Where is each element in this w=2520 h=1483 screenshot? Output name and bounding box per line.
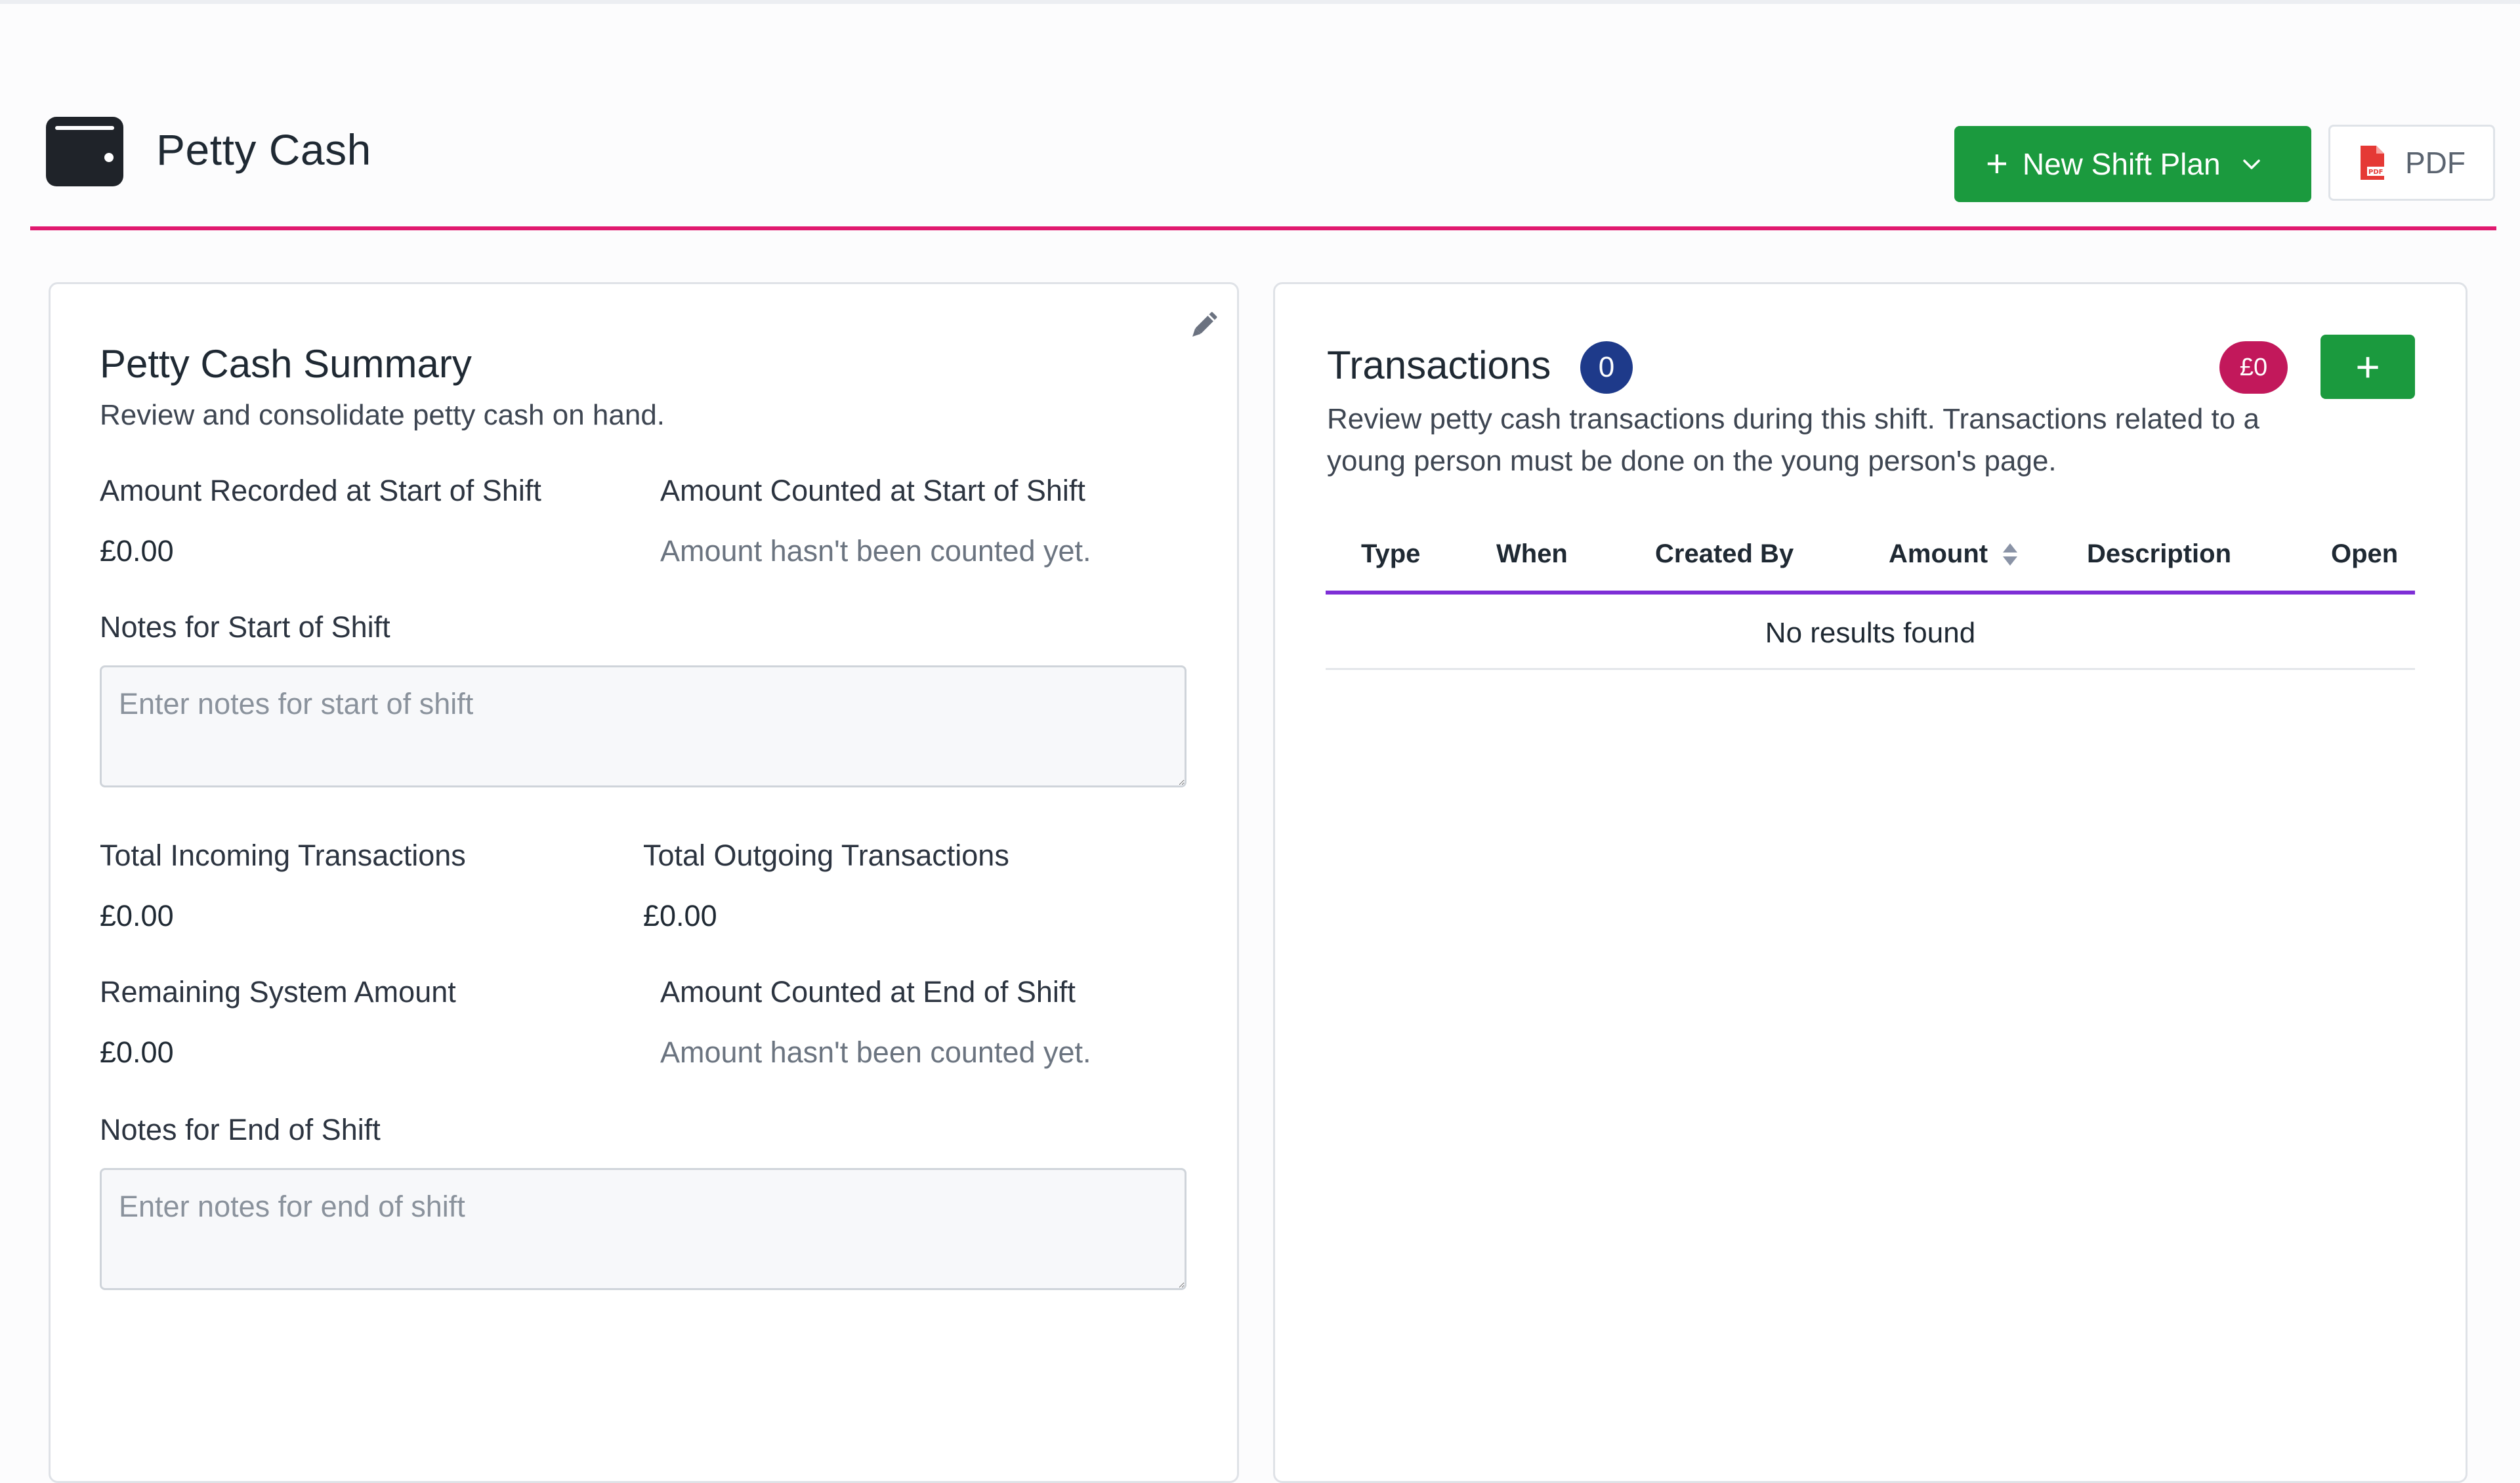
add-transaction-button[interactable]: + <box>2320 335 2415 399</box>
column-header-type[interactable]: Type <box>1361 539 1421 568</box>
counted-start-label: Amount Counted at Start of Shift <box>660 474 1085 507</box>
pencil-icon[interactable] <box>1185 307 1222 344</box>
counted-end-label: Amount Counted at End of Shift <box>660 975 1076 1009</box>
page-header: Petty Cash + New Shift Plan PDF PDF <box>0 0 2520 236</box>
petty-cash-summary-card <box>49 282 1239 1483</box>
column-header-created-by[interactable]: Created By <box>1655 539 1794 568</box>
summary-title: Petty Cash Summary <box>100 342 472 386</box>
transactions-count-badge: 0 <box>1580 341 1633 394</box>
column-header-amount[interactable]: Amount <box>1889 539 1988 568</box>
wallet-icon <box>46 117 123 186</box>
outgoing-value: £0.00 <box>643 899 717 932</box>
new-shift-plan-button[interactable]: + New Shift Plan <box>1954 126 2311 202</box>
plus-icon: + <box>1986 142 2008 185</box>
sort-icon[interactable] <box>2002 542 2019 567</box>
recorded-start-label: Amount Recorded at Start of Shift <box>100 474 541 507</box>
column-header-open[interactable]: Open <box>2331 539 2399 568</box>
remaining-label: Remaining System Amount <box>100 975 456 1009</box>
pdf-button[interactable]: PDF PDF <box>2328 125 2495 201</box>
outgoing-label: Total Outgoing Transactions <box>643 839 1009 872</box>
transactions-description-line1: Review petty cash transactions during th… <box>1327 403 2259 435</box>
svg-text:PDF: PDF <box>2368 169 2383 176</box>
notes-end-label: Notes for End of Shift <box>100 1113 381 1146</box>
transactions-title: Transactions <box>1327 343 1551 387</box>
header-divider <box>30 226 2496 230</box>
chevron-down-icon <box>2242 159 2260 169</box>
notes-start-label: Notes for Start of Shift <box>100 610 390 644</box>
notes-start-field[interactable] <box>100 665 1186 787</box>
column-header-when[interactable]: When <box>1496 539 1568 568</box>
incoming-label: Total Incoming Transactions <box>100 839 466 872</box>
recorded-start-value: £0.00 <box>100 534 174 568</box>
table-row-divider <box>1326 668 2415 670</box>
summary-subtitle: Review and consolidate petty cash on han… <box>100 399 665 431</box>
pdf-file-icon: PDF <box>2361 146 2385 180</box>
remaining-value: £0.00 <box>100 1035 174 1069</box>
empty-results-message: No results found <box>1765 617 1976 649</box>
column-header-description[interactable]: Description <box>2087 539 2232 568</box>
top-strip <box>0 0 2520 4</box>
page-title: Petty Cash <box>156 125 371 174</box>
notes-end-field[interactable] <box>100 1168 1186 1290</box>
new-shift-plan-label: New Shift Plan <box>2022 147 2221 181</box>
transactions-card <box>1273 282 2468 1483</box>
counted-end-value: Amount hasn't been counted yet. <box>660 1035 1091 1069</box>
transactions-description-line2: young person must be done on the young p… <box>1327 445 2057 477</box>
transactions-total-badge: £0 <box>2219 341 2288 394</box>
incoming-value: £0.00 <box>100 899 174 932</box>
counted-start-value: Amount hasn't been counted yet. <box>660 534 1091 568</box>
table-header-divider <box>1326 591 2415 595</box>
pdf-label: PDF <box>2405 146 2466 180</box>
